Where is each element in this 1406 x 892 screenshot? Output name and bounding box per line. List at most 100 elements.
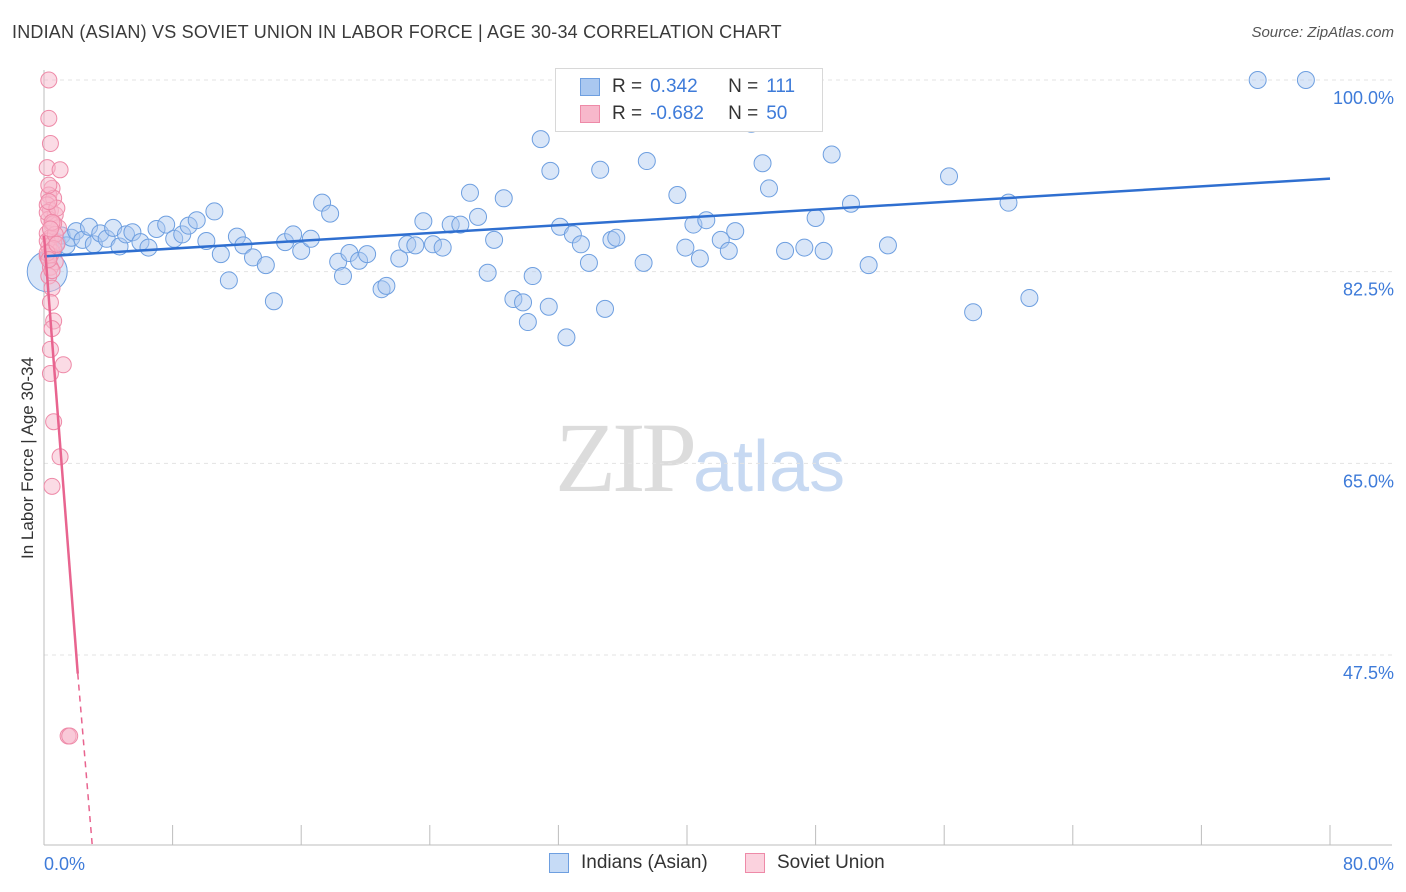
indians-point — [460, 183, 479, 202]
n-value: 111 — [766, 76, 796, 97]
r-label: R = — [612, 103, 643, 124]
indians-point — [372, 280, 391, 299]
indians-point — [539, 297, 558, 316]
indians-point — [433, 238, 452, 257]
indians-point — [940, 167, 959, 186]
indians-point — [284, 225, 303, 244]
indians-point — [414, 212, 433, 231]
indians-point — [541, 161, 560, 180]
r-value: 0.342 — [650, 76, 698, 97]
indians-point — [531, 130, 550, 149]
indians-point — [485, 230, 504, 249]
watermark-atlas: atlas — [693, 427, 846, 507]
y-tick-label: 82.5% — [1343, 280, 1394, 300]
indians-point — [264, 292, 283, 311]
soviet-point — [41, 220, 59, 238]
indians-point — [441, 215, 460, 234]
legend-item-indians[interactable]: Indians (Asian) — [549, 852, 708, 874]
indians-point — [776, 241, 795, 260]
r-label: R = — [612, 76, 643, 97]
indians-point — [494, 189, 513, 208]
indians-point — [292, 241, 311, 260]
indians-point — [173, 225, 192, 244]
soviet-point — [41, 340, 59, 358]
indians-point — [634, 253, 653, 272]
indians-point — [579, 253, 598, 272]
indians-point — [256, 256, 275, 275]
indians-point — [340, 244, 359, 263]
indians-point — [211, 245, 230, 264]
indians-point — [602, 230, 621, 249]
y-tick-label: 100.0% — [1333, 88, 1394, 108]
soviet-point — [43, 477, 61, 495]
indians-point — [1296, 71, 1315, 89]
indians-point — [841, 194, 860, 213]
indians-point — [690, 249, 709, 268]
indians-point — [147, 219, 166, 238]
indians-point — [571, 235, 590, 254]
indians-point — [377, 276, 396, 295]
indians-point — [859, 256, 878, 275]
indians-point — [795, 238, 814, 257]
legend-label-soviet: Soviet Union — [777, 852, 885, 873]
soviet-point — [40, 71, 58, 89]
indians-point — [1248, 71, 1267, 89]
watermark: ZIPatlas — [555, 400, 845, 515]
indians-point — [759, 179, 778, 198]
soviet-point — [40, 109, 58, 127]
r-value: -0.682 — [650, 103, 704, 124]
blue-swatch-icon — [580, 78, 600, 96]
blue-swatch-icon — [549, 853, 569, 873]
correlation-legend: R = 0.342 N = 111 R = -0.682 N = 50 — [555, 68, 823, 132]
legend-row-soviet: R = -0.682 N = 50 — [580, 102, 787, 126]
indians-point — [333, 267, 352, 286]
indians-point — [814, 241, 833, 260]
legend-item-soviet[interactable]: Soviet Union — [745, 852, 885, 874]
indians-point — [73, 230, 92, 249]
indians-trendline — [43, 177, 1331, 258]
indians-point — [469, 207, 488, 226]
y-tick-label: 47.5% — [1343, 663, 1394, 683]
indians-point — [514, 293, 533, 312]
indians-point — [504, 290, 523, 309]
soviet-trendline — [42, 235, 80, 674]
indians-point — [878, 236, 897, 255]
x-tick-label: 80.0% — [1343, 854, 1394, 874]
indians-point — [518, 313, 537, 332]
soviet-point — [40, 193, 58, 211]
indians-point — [668, 186, 687, 204]
indians-point — [187, 211, 206, 230]
n-label: N = — [728, 103, 759, 124]
indians-point — [596, 299, 615, 318]
indians-point — [157, 215, 176, 234]
chart-title: INDIAN (ASIAN) VS SOVIET UNION IN LABOR … — [12, 22, 782, 42]
soviet-point — [54, 356, 72, 374]
soviet-point — [40, 251, 58, 269]
y-axis-label: In Labor Force | Age 30-34 — [18, 357, 37, 559]
indians-point — [726, 222, 745, 241]
soviet-trendline-extension — [77, 673, 93, 846]
n-label: N = — [728, 76, 759, 97]
pink-swatch-icon — [745, 853, 765, 873]
indians-point — [80, 217, 99, 236]
indians-point — [219, 271, 238, 290]
indians-point — [205, 202, 224, 221]
soviet-point — [48, 235, 66, 253]
indians-point — [753, 154, 772, 173]
n-value: 50 — [766, 103, 788, 124]
indians-point — [1020, 288, 1039, 307]
legend-label-indians: Indians (Asian) — [581, 852, 708, 873]
indians-point — [591, 160, 610, 179]
source-label[interactable]: Source: ZipAtlas.com — [1251, 24, 1394, 41]
indians-point — [478, 263, 497, 282]
indians-point — [719, 241, 738, 260]
indians-point — [406, 236, 425, 255]
indians-point — [451, 215, 470, 234]
indians-point — [424, 235, 443, 254]
indians-point — [607, 228, 626, 247]
y-tick-label: 65.0% — [1343, 471, 1394, 491]
indians-point — [822, 145, 841, 164]
indians-point — [358, 245, 377, 264]
pink-swatch-icon — [580, 105, 600, 123]
